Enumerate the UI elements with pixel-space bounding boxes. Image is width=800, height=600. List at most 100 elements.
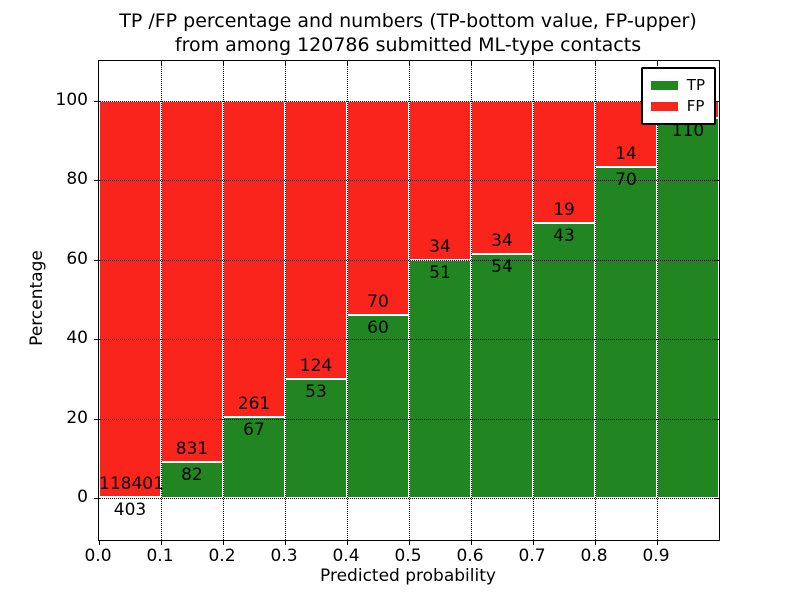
y-tick-mark bbox=[94, 180, 99, 182]
bar-value-label-tp: 51 bbox=[429, 262, 451, 283]
y-tick-mark-right bbox=[714, 180, 719, 182]
x-tick-mark bbox=[99, 540, 100, 545]
x-tick-mark-top bbox=[657, 61, 658, 66]
bar-segment-fp bbox=[223, 101, 285, 417]
grid-line-vertical bbox=[347, 61, 348, 540]
bar-segment-fp bbox=[471, 101, 533, 255]
grid-line-vertical bbox=[161, 61, 162, 540]
bar-value-label-tp: 67 bbox=[243, 419, 265, 440]
plot-area: TP FP 118401 403 831 82 261 67 124 53 70 60 34 51 34 5… bbox=[94, 60, 720, 545]
y-tick-mark bbox=[94, 418, 99, 420]
x-tick-mark-top bbox=[409, 61, 410, 66]
y-tick-mark-right bbox=[714, 418, 719, 420]
y-tick-label: 20 bbox=[66, 407, 88, 428]
x-tick-mark-top bbox=[347, 61, 348, 66]
bar-segment-fp bbox=[161, 101, 223, 463]
grid-line-vertical bbox=[223, 61, 224, 540]
bar-segment-tp bbox=[471, 254, 533, 498]
bar-segment-fp bbox=[285, 101, 347, 380]
x-tick-mark-top bbox=[533, 61, 534, 66]
bar-value-label-tp: 53 bbox=[305, 382, 327, 403]
x-tick-mark bbox=[409, 540, 410, 545]
bar-segment-fp bbox=[99, 101, 161, 497]
bar-segment-tp bbox=[409, 259, 471, 498]
y-tick-mark bbox=[94, 101, 99, 102]
x-tick-mark bbox=[223, 540, 224, 545]
y-tick-label: 40 bbox=[66, 328, 88, 349]
x-tick-label: 0.2 bbox=[208, 546, 236, 566]
y-tick-mark bbox=[94, 339, 99, 341]
x-tick-label: 0.7 bbox=[518, 546, 546, 566]
bar-segment-fp bbox=[347, 101, 409, 315]
bar-value-label-fp: 14 bbox=[615, 144, 637, 165]
bar-value-label-fp: 34 bbox=[429, 236, 451, 257]
bar-value-label-tp: 70 bbox=[615, 170, 637, 191]
grid-line-vertical bbox=[595, 61, 596, 540]
legend-label-fp: FP bbox=[686, 97, 705, 115]
y-tick-mark bbox=[94, 259, 99, 261]
y-tick-mark-right bbox=[714, 498, 719, 499]
x-tick-mark-top bbox=[223, 61, 224, 66]
x-tick-label: 0.3 bbox=[270, 546, 298, 566]
y-tick-mark bbox=[94, 498, 99, 499]
bar-value-label-fp: 34 bbox=[491, 231, 513, 252]
x-tick-label: 0.4 bbox=[332, 546, 360, 566]
bar-value-label-tp: 43 bbox=[553, 225, 575, 246]
legend: TP FP bbox=[640, 67, 716, 125]
x-tick-label: 0.9 bbox=[642, 546, 670, 566]
x-tick-mark-top bbox=[285, 61, 286, 66]
bar-segment-tp bbox=[533, 222, 595, 498]
grid-line-vertical bbox=[285, 61, 286, 540]
legend-row: FP bbox=[650, 96, 705, 117]
bar-value-label-tp: 82 bbox=[181, 465, 203, 486]
x-tick-label: 0.8 bbox=[580, 546, 608, 566]
grid-line-vertical bbox=[657, 61, 658, 540]
y-tick-label: 100 bbox=[55, 90, 88, 110]
bar-value-label-fp: 19 bbox=[553, 199, 575, 220]
x-tick-mark bbox=[347, 540, 348, 545]
bar-value-label-fp: 261 bbox=[237, 393, 271, 414]
y-tick-label: 0 bbox=[77, 487, 88, 507]
chart-title: TP /FP percentage and numbers (TP-bottom… bbox=[98, 9, 718, 57]
bar-segment-tp bbox=[161, 462, 223, 498]
bar-value-label-fp: 118401 bbox=[99, 473, 164, 494]
x-tick-label: 0.6 bbox=[456, 546, 484, 566]
y-tick-label: 80 bbox=[66, 169, 88, 190]
bar-segment-tp bbox=[657, 118, 719, 498]
legend-swatch-tp bbox=[650, 81, 678, 90]
y-tick-mark-right bbox=[714, 259, 719, 261]
x-axis-label: Predicted probability bbox=[320, 566, 496, 586]
chart-title-line1: TP /FP percentage and numbers (TP-bottom… bbox=[119, 10, 697, 32]
bar-value-label-tp: 60 bbox=[367, 317, 389, 338]
bar-value-label-tp: 110 bbox=[671, 121, 705, 142]
legend-label-tp: TP bbox=[686, 76, 705, 94]
grid-line-vertical bbox=[409, 61, 410, 540]
y-tick-mark-right bbox=[714, 339, 719, 341]
legend-row: TP bbox=[650, 75, 705, 96]
y-tick-label: 60 bbox=[66, 248, 88, 269]
x-tick-mark-top bbox=[471, 61, 472, 66]
y-tick-mark-right bbox=[714, 101, 719, 102]
x-tick-mark bbox=[657, 540, 658, 545]
x-tick-mark bbox=[595, 540, 596, 545]
bar-value-label-tp: 403 bbox=[113, 499, 147, 520]
legend-swatch-fp bbox=[650, 102, 678, 111]
bar-value-label-fp: 70 bbox=[367, 291, 389, 312]
grid-line-vertical bbox=[471, 61, 472, 540]
x-tick-mark bbox=[285, 540, 286, 545]
bar-segment-tp bbox=[595, 167, 657, 498]
grid-line-vertical bbox=[533, 61, 534, 540]
chart-title-line2: from among 120786 submitted ML-type cont… bbox=[174, 34, 642, 56]
bar-segment-fp bbox=[533, 101, 595, 223]
x-tick-label: 0.5 bbox=[394, 546, 422, 566]
x-tick-mark bbox=[471, 540, 472, 545]
x-tick-mark bbox=[533, 540, 534, 545]
x-tick-mark-top bbox=[161, 61, 162, 66]
bar-value-label-fp: 831 bbox=[175, 439, 209, 460]
bar-value-label-fp: 124 bbox=[299, 356, 333, 377]
bar-segment-tp bbox=[347, 314, 409, 498]
bar-value-label-tp: 54 bbox=[491, 257, 513, 278]
x-tick-label: 0.0 bbox=[84, 546, 112, 566]
x-tick-label: 0.1 bbox=[146, 546, 174, 566]
